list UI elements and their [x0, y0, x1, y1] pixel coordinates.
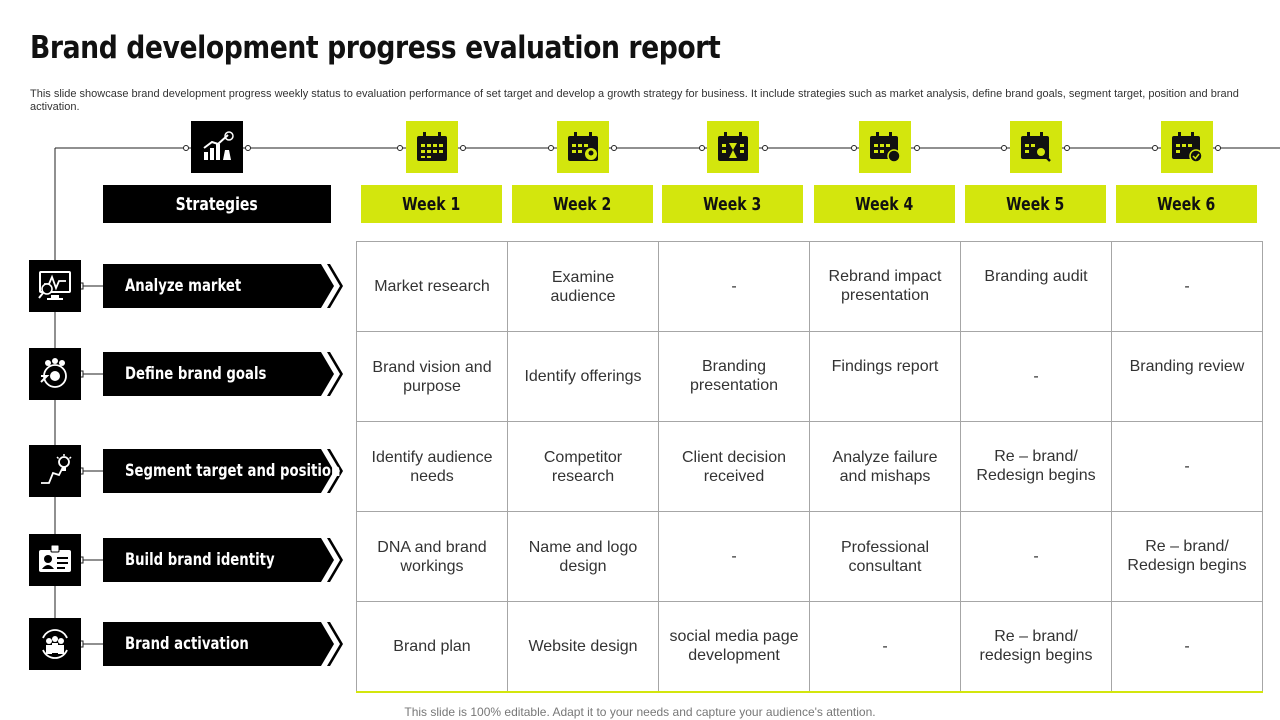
page-subtitle: This slide showcase brand development pr…	[30, 88, 1239, 113]
week-header: Week 5	[965, 185, 1106, 223]
calendar-clock-icon	[859, 121, 911, 173]
week-header: Week 2	[512, 185, 653, 223]
table-row: Market research Examine audience - Rebra…	[356, 241, 1263, 332]
table-cell: Market research	[356, 241, 508, 332]
table-cell: Competitor research	[507, 421, 659, 512]
table-cell: Identify offerings	[507, 331, 659, 422]
strategy-label: Define brand goals	[103, 352, 343, 396]
strategy-label: Build brand identity	[103, 538, 343, 582]
footer-note: This slide is 100% editable. Adapt it to…	[404, 705, 876, 719]
table-cell: Website design	[507, 601, 659, 693]
table-cell: -	[658, 511, 810, 602]
table-cell: -	[809, 601, 961, 693]
table-cell: DNA and brand workings	[356, 511, 508, 602]
table-cell: -	[1111, 601, 1263, 693]
team-target-icon	[29, 348, 81, 400]
table-cell: Client decision received	[658, 421, 810, 512]
table-cell: Examine audience	[507, 241, 659, 332]
table-cell: Branding audit	[960, 241, 1112, 332]
table-cell: -	[1111, 421, 1263, 512]
table-cell: Re – brand/ Redesign begins	[960, 421, 1112, 512]
id-card-icon	[29, 534, 81, 586]
table-row: Identify audience needs Competitor resea…	[356, 421, 1263, 512]
table-cell: Brand vision and purpose	[356, 331, 508, 422]
progress-table: Market research Examine audience - Rebra…	[356, 241, 1263, 693]
calendar-hourglass-icon	[707, 121, 759, 173]
page-title: Brand development progress evaluation re…	[30, 30, 721, 66]
table-cell: Branding review	[1111, 331, 1263, 422]
calendar-user-icon	[557, 121, 609, 173]
table-cell: Professional consultant	[809, 511, 961, 602]
table-cell: Findings report	[809, 331, 961, 422]
strategy-label: Segment target and position	[103, 449, 343, 493]
table-cell: -	[960, 331, 1112, 422]
table-cell: Brand plan	[356, 601, 508, 693]
table-cell: Re – brand/ Redesign begins	[1111, 511, 1263, 602]
table-row: DNA and brand workings Name and logo des…	[356, 511, 1263, 602]
table-cell: Rebrand impact presentation	[809, 241, 961, 332]
table-cell: Re – brand/ redesign begins	[960, 601, 1112, 693]
table-cell: Identify audience needs	[356, 421, 508, 512]
table-row: Brand plan Website design social media p…	[356, 601, 1263, 693]
table-cell: Branding presentation	[658, 331, 810, 422]
strategy-label: Brand activation	[103, 622, 343, 666]
strategy-label: Analyze market	[103, 264, 343, 308]
table-cell: social media page development	[658, 601, 810, 693]
week-header: Week 3	[662, 185, 803, 223]
table-cell: -	[1111, 241, 1263, 332]
strategies-header: Strategies	[103, 185, 331, 223]
week-header: Week 6	[1116, 185, 1257, 223]
people-cycle-icon	[29, 618, 81, 670]
table-cell: Name and logo design	[507, 511, 659, 602]
week-header: Week 1	[361, 185, 502, 223]
table-cell: Analyze failure and mishaps	[809, 421, 961, 512]
table-cell: -	[960, 511, 1112, 602]
calendar-icon	[406, 121, 458, 173]
calendar-check-icon	[1161, 121, 1213, 173]
table-cell: -	[658, 241, 810, 332]
growth-chart-icon	[191, 121, 243, 173]
idea-growth-icon	[29, 445, 81, 497]
calendar-search-icon	[1010, 121, 1062, 173]
monitor-chart-icon	[29, 260, 81, 312]
table-row: Brand vision and purpose Identify offeri…	[356, 331, 1263, 422]
week-header: Week 4	[814, 185, 955, 223]
